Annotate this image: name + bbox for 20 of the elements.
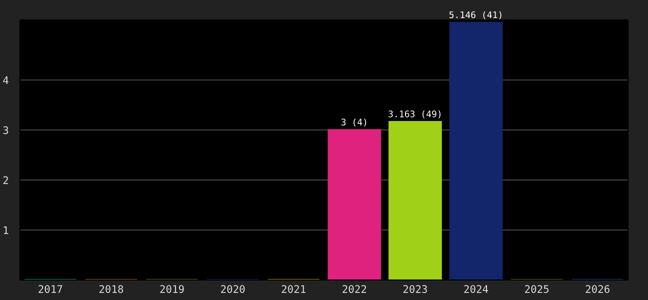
- bar: [388, 121, 442, 280]
- bar: [328, 129, 382, 280]
- x-tick-label: 2021: [282, 285, 306, 293]
- bar: [449, 22, 503, 280]
- x-tick-label: 2025: [525, 285, 549, 293]
- y-tick-label: 1: [4, 226, 8, 234]
- y-tick-label: 3: [3, 126, 8, 134]
- x-tick-label: 2018: [99, 285, 124, 293]
- y-tick-label: 4: [3, 76, 8, 84]
- x-tick-label: 2023: [403, 285, 427, 293]
- data-label: 3.163 (49): [388, 110, 440, 118]
- x-tick-label: 2024: [464, 285, 488, 293]
- data-label: 3 (4): [341, 118, 366, 127]
- x-tick-label: 2020: [221, 285, 245, 293]
- data-label: 5.146 (41): [449, 11, 502, 20]
- x-tick-label: 2019: [160, 285, 184, 293]
- x-tick-label: 2022: [342, 285, 366, 293]
- y-tick-label: 2: [3, 176, 8, 184]
- x-tick-label: 2026: [586, 285, 610, 293]
- x-tick-label: 2017: [38, 285, 62, 293]
